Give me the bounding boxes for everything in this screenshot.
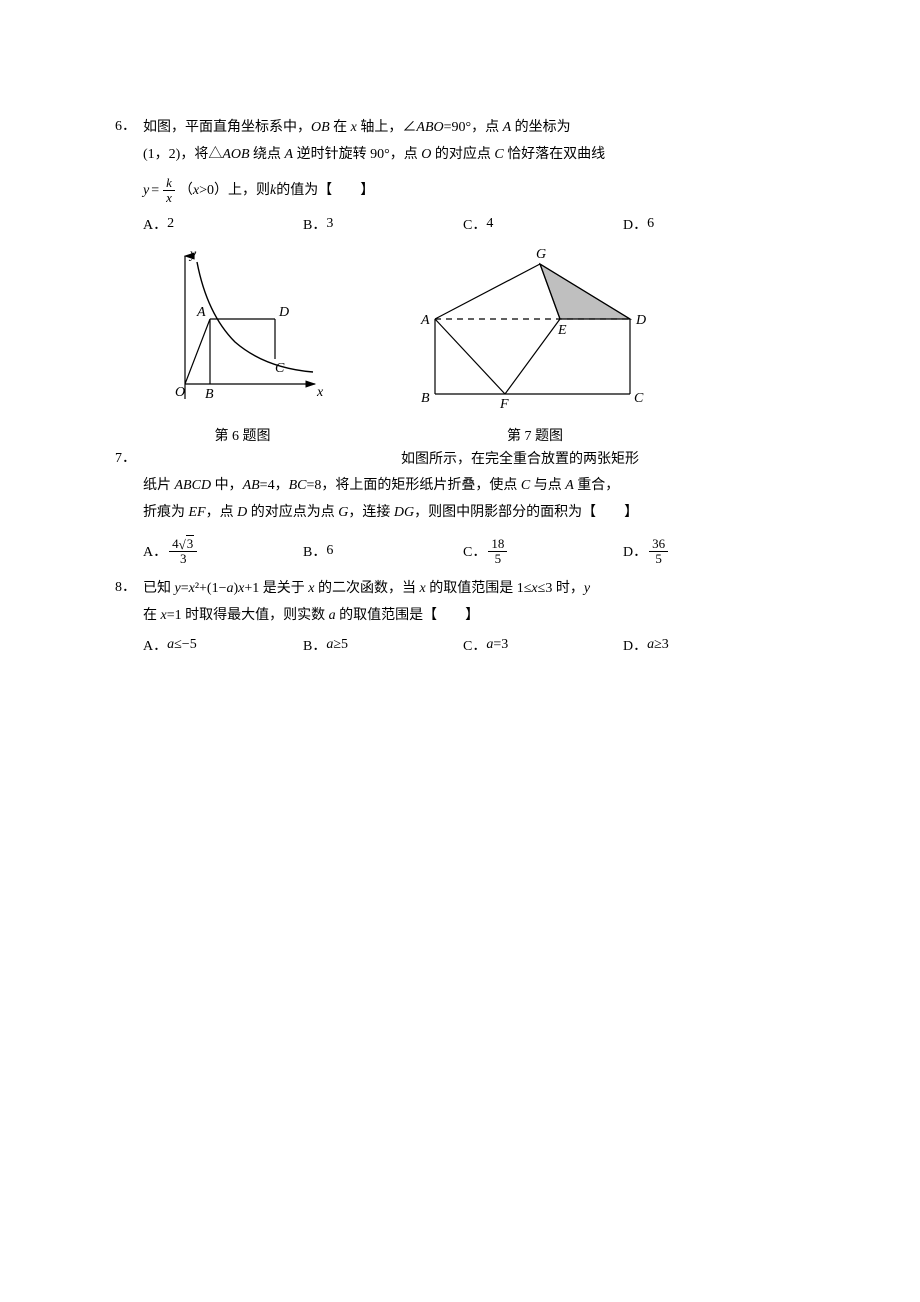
- q7-line3: 折痕为 EF，点 D 的对应点为点 G，连接 DG，则图中阴影部分的面积为【 】: [143, 500, 820, 527]
- question-8: 8． 已知 y=x²+(1−a)x+1 是关于 x 的二次函数，当 x 的取值范…: [115, 576, 820, 655]
- q6-number: 6．: [115, 115, 143, 135]
- svg-text:O: O: [175, 385, 185, 400]
- q6-text: 如图，平面直角坐标系中，OB 在 x 轴上，∠ABO=90°，点 A 的坐标为: [143, 120, 571, 135]
- svg-text:D: D: [278, 305, 289, 320]
- q6-body: 如图，平面直角坐标系中，OB 在 x 轴上，∠ABO=90°，点 A 的坐标为: [143, 115, 820, 142]
- q7-body: 如图所示，在完全重合放置的两张矩形: [143, 447, 820, 474]
- q6-option-a[interactable]: A．2: [143, 214, 303, 234]
- q8-option-c[interactable]: C．a=3: [463, 635, 623, 655]
- svg-text:y: y: [188, 247, 197, 262]
- q7-optD-frac: 36 5: [649, 537, 668, 567]
- q8-options: A．a≤−5 B．a≥5 C．a=3 D．a≥3: [143, 635, 820, 655]
- svg-text:B: B: [205, 387, 214, 402]
- figure-6: O x y A B C D 第 6 题图: [155, 244, 330, 445]
- q7-option-d[interactable]: D． 36 5: [623, 537, 783, 567]
- figure-6-caption: 第 6 题图: [155, 425, 330, 445]
- page: 6． 如图，平面直角坐标系中，OB 在 x 轴上，∠ABO=90°，点 A 的坐…: [0, 0, 920, 705]
- svg-text:E: E: [557, 323, 567, 338]
- q8-option-b[interactable]: B．a≥5: [303, 635, 463, 655]
- figure-7: A B C D E F G 第 7 题图: [410, 244, 660, 445]
- svg-text:A: A: [420, 313, 430, 328]
- q7-number: 7．: [115, 447, 143, 467]
- q8-body: 已知 y=x²+(1−a)x+1 是关于 x 的二次函数，当 x 的取值范围是 …: [143, 576, 820, 603]
- q6-option-c[interactable]: C．4: [463, 214, 623, 234]
- q8-option-d[interactable]: D．a≥3: [623, 635, 783, 655]
- svg-text:A: A: [196, 305, 206, 320]
- svg-text:D: D: [635, 313, 646, 328]
- q7-option-a[interactable]: A．4√33: [143, 537, 303, 567]
- svg-text:C: C: [634, 391, 644, 406]
- q8-option-a[interactable]: A．a≤−5: [143, 635, 303, 655]
- q7-options: A．4√33 B．6 C． 18 5 D． 36 5: [143, 537, 820, 567]
- q6-option-b[interactable]: B．3: [303, 214, 463, 234]
- q6-line2: (1，2)，将△AOB 绕点 A 逆时针旋转 90°，点 O 的对应点 C 恰好…: [143, 142, 820, 169]
- q6-fraction: k x: [163, 176, 175, 206]
- q7-line2: 纸片 ABCD 中，AB=4，BC=8，将上面的矩形纸片折叠，使点 C 与点 A…: [143, 473, 820, 500]
- svg-text:F: F: [499, 397, 509, 412]
- q8-number: 8．: [115, 576, 143, 596]
- q8-line2: 在 x=1 时取得最大值，则实数 a 的取值范围是【 】: [143, 603, 820, 630]
- q6-line3: y = k x （x>0）上，则 k 的值为【 】: [143, 176, 820, 206]
- svg-text:G: G: [536, 247, 546, 262]
- q7-option-c[interactable]: C． 18 5: [463, 537, 623, 567]
- figure-6-svg: O x y A B C D: [155, 244, 330, 419]
- figures-row: O x y A B C D 第 6 题图: [155, 244, 820, 445]
- svg-text:B: B: [421, 391, 430, 406]
- figure-7-caption: 第 7 题图: [410, 425, 660, 445]
- svg-text:x: x: [316, 385, 324, 400]
- q7-option-b[interactable]: B．6: [303, 537, 463, 567]
- q6-options: A．2 B．3 C．4 D．6: [143, 214, 820, 234]
- figure-7-svg: A B C D E F G: [410, 244, 660, 419]
- svg-text:C: C: [275, 361, 285, 376]
- q7-optC-frac: 18 5: [488, 537, 507, 567]
- question-6: 6． 如图，平面直角坐标系中，OB 在 x 轴上，∠ABO=90°，点 A 的坐…: [115, 115, 820, 234]
- question-7: 7． 如图所示，在完全重合放置的两张矩形 纸片 ABCD 中，AB=4，BC=8…: [115, 447, 820, 566]
- q6-option-d[interactable]: D．6: [623, 214, 783, 234]
